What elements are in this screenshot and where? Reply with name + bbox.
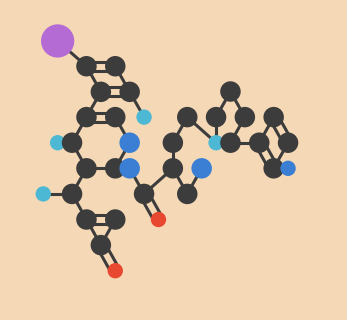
Circle shape bbox=[62, 132, 82, 153]
Circle shape bbox=[263, 158, 284, 179]
Circle shape bbox=[36, 186, 51, 202]
Circle shape bbox=[105, 209, 126, 230]
Circle shape bbox=[220, 81, 241, 102]
Circle shape bbox=[76, 158, 97, 179]
Circle shape bbox=[76, 209, 97, 230]
Circle shape bbox=[119, 158, 140, 179]
Circle shape bbox=[119, 82, 140, 102]
Circle shape bbox=[76, 107, 97, 127]
Circle shape bbox=[91, 235, 111, 255]
Circle shape bbox=[134, 184, 154, 204]
Circle shape bbox=[206, 107, 226, 127]
Circle shape bbox=[163, 158, 183, 179]
Circle shape bbox=[41, 24, 74, 58]
Circle shape bbox=[249, 132, 270, 153]
Circle shape bbox=[192, 158, 212, 179]
Circle shape bbox=[50, 135, 65, 150]
Circle shape bbox=[91, 82, 111, 102]
Circle shape bbox=[105, 158, 126, 179]
Circle shape bbox=[62, 184, 82, 204]
Circle shape bbox=[278, 132, 298, 153]
Circle shape bbox=[105, 107, 126, 127]
Circle shape bbox=[209, 135, 224, 150]
Circle shape bbox=[136, 109, 152, 125]
Circle shape bbox=[235, 107, 255, 127]
Circle shape bbox=[76, 56, 97, 76]
Circle shape bbox=[177, 184, 197, 204]
Circle shape bbox=[163, 132, 183, 153]
Circle shape bbox=[280, 161, 296, 176]
Circle shape bbox=[263, 107, 284, 127]
Circle shape bbox=[177, 107, 197, 127]
Circle shape bbox=[108, 263, 123, 278]
Circle shape bbox=[105, 56, 126, 76]
Circle shape bbox=[119, 132, 140, 153]
Circle shape bbox=[220, 132, 241, 153]
Circle shape bbox=[151, 212, 166, 227]
